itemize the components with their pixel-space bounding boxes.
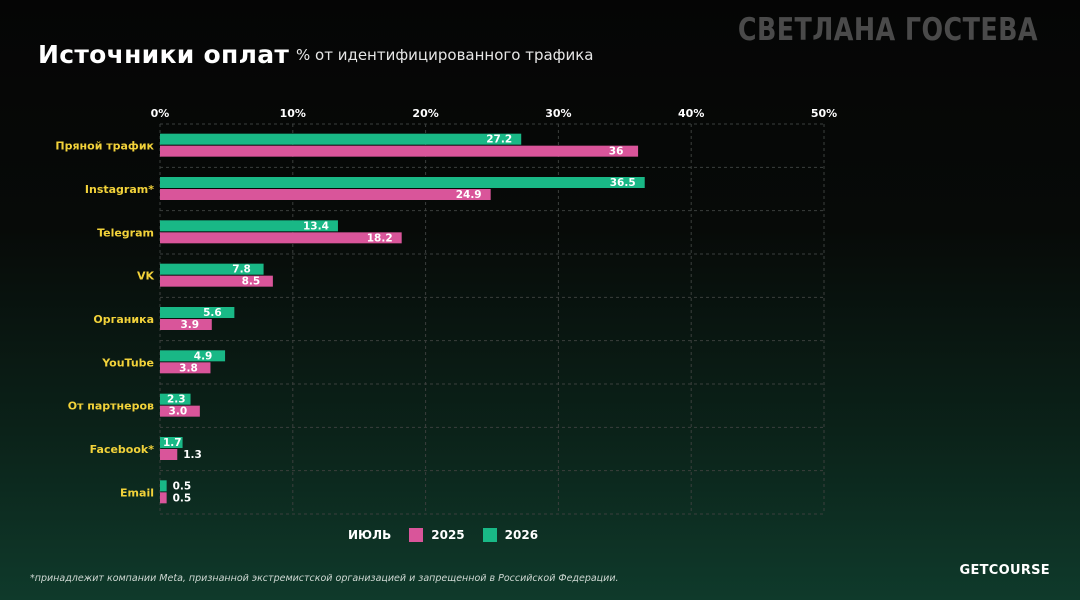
data-label-2025: 0.5: [173, 492, 192, 504]
data-label-2025: 1.3: [183, 449, 202, 461]
bar-2025: [160, 492, 167, 504]
bar-2025: [160, 189, 491, 200]
category-label: От партнеров: [68, 400, 154, 413]
bar-2025: [160, 449, 178, 460]
category-label: Пряной трафик: [55, 140, 154, 153]
category-label: Telegram: [97, 226, 154, 239]
bar-2026: [160, 263, 264, 275]
data-label-2025: 24.9: [456, 189, 482, 201]
x-tick-label: 50%: [811, 107, 837, 120]
data-label-2026: 0.5: [173, 480, 192, 492]
x-tick-label: 30%: [545, 107, 571, 120]
bar-2026: [160, 177, 645, 188]
chart-subtitle: % от идентифицированного трафика: [296, 46, 594, 64]
data-label-2025: 36: [609, 146, 624, 158]
legend-swatch-2026: [482, 528, 497, 542]
bar-2026: [160, 393, 191, 405]
category-label: YouTube: [101, 356, 154, 369]
footnote: *принадлежит компании Meta, признанной э…: [30, 573, 619, 584]
data-label-2026: 7.8: [232, 264, 251, 276]
data-label-2026: 4.9: [194, 350, 213, 362]
data-label-2026: 13.4: [303, 220, 329, 232]
legend-title: ИЮЛЬ: [348, 528, 392, 542]
legend-item-2025: 2025: [409, 528, 465, 542]
chart-title: Источники оплат: [38, 40, 290, 69]
chart-legend: ИЮЛЬ 2025 2026: [348, 528, 538, 542]
bar-2025: [160, 405, 200, 417]
x-tick-label: 20%: [412, 107, 438, 120]
bar-2026: [160, 133, 522, 145]
legend-swatch-2025: [409, 528, 424, 542]
category-label: Facebook*: [90, 443, 155, 456]
data-label-2025: 3.8: [179, 362, 198, 374]
data-label-2025: 18.2: [367, 232, 393, 244]
x-tick-label: 10%: [280, 107, 306, 120]
author-watermark: СВЕТЛАНА ГОСТЕВА: [737, 12, 1038, 48]
category-label: Instagram*: [85, 183, 154, 196]
data-label-2025: 3.0: [169, 406, 188, 418]
bar-2025: [160, 275, 273, 287]
data-label-2026: 5.6: [203, 307, 222, 319]
brand-logo-text: GETCOURSE: [959, 563, 1050, 578]
category-label: Органика: [93, 313, 154, 326]
bar-2025: [160, 232, 402, 244]
data-label-2026: 2.3: [167, 394, 186, 406]
legend-item-2026: 2026: [482, 528, 539, 542]
x-tick-label: 0%: [151, 107, 170, 120]
bar-2025: [160, 319, 212, 330]
bar-2026: [160, 480, 167, 492]
category-label: VK: [137, 270, 155, 283]
data-label-2026: 36.5: [610, 177, 636, 189]
data-label-2026: 1.7: [163, 437, 182, 449]
x-tick-label: 40%: [678, 107, 704, 120]
bar-2025: [160, 145, 639, 157]
data-label-2025: 3.9: [180, 319, 199, 331]
legend-label-2026: 2026: [504, 528, 539, 542]
category-label: Email: [120, 486, 154, 499]
legend-label-2025: 2025: [431, 528, 465, 542]
bar-2026: [160, 220, 338, 232]
bar-2026: [160, 307, 235, 318]
data-label-2025: 8.5: [242, 276, 261, 288]
bar-2026: [160, 437, 183, 448]
bar-2025: [160, 362, 211, 374]
bar-2026: [160, 350, 226, 362]
data-label-2026: 27.2: [486, 134, 512, 146]
